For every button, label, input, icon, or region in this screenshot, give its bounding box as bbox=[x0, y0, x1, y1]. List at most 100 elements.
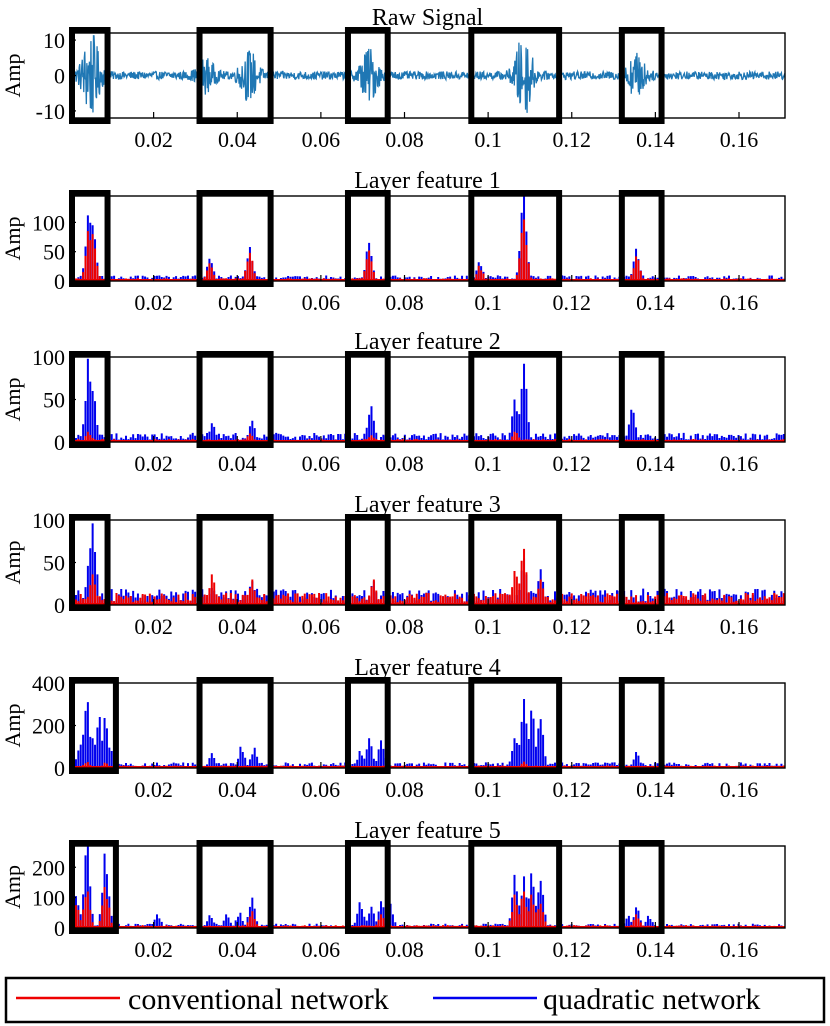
x-tick-label: 0.02 bbox=[134, 777, 173, 802]
y-tick-label: 200 bbox=[32, 714, 65, 739]
x-tick-label: 0.1 bbox=[474, 127, 502, 152]
panel-4: Layer feature 3 Amp 0 50 100 0.02 0.04 0.06 0.08… bbox=[0, 492, 786, 639]
highlight-window bbox=[468, 677, 563, 774]
series-group bbox=[70, 35, 785, 113]
x-tick-label: 0.16 bbox=[720, 127, 759, 152]
highlight-window bbox=[344, 351, 391, 448]
y-axis-label: Amp bbox=[0, 217, 25, 261]
panel-title: Layer feature 1 bbox=[354, 168, 501, 194]
y-tick-label: 0 bbox=[54, 269, 65, 294]
y-tick-label: 50 bbox=[43, 388, 65, 413]
series-bars-conventional-network bbox=[70, 219, 785, 281]
axes-box bbox=[69, 356, 786, 443]
highlight-window bbox=[196, 190, 274, 287]
y-axis-label: Amp bbox=[0, 865, 25, 909]
x-tick-label: 0.08 bbox=[385, 777, 424, 802]
y-tick-label: 0 bbox=[54, 756, 65, 781]
panel-title: Layer feature 3 bbox=[354, 492, 501, 518]
panel-title: Raw Signal bbox=[372, 5, 484, 31]
y-tick-label: 0 bbox=[54, 916, 65, 941]
x-tick-label: 0.12 bbox=[553, 127, 592, 152]
series-bars-quadratic-network bbox=[70, 196, 785, 281]
panel-5: Layer feature 4 Amp 0 200 400 0.02 0.04 0.06 0.0… bbox=[0, 655, 786, 802]
x-tick-label: 0.06 bbox=[302, 614, 341, 639]
x-tick-label: 0.14 bbox=[636, 937, 675, 962]
y-tick-label: 0 bbox=[54, 593, 65, 618]
x-tick-label: 0.16 bbox=[720, 937, 759, 962]
highlight-window bbox=[196, 840, 274, 934]
highlight-window bbox=[69, 27, 111, 124]
x-tick-label: 0.12 bbox=[553, 290, 592, 315]
highlight-window bbox=[69, 190, 111, 287]
x-tick-label: 0.08 bbox=[385, 451, 424, 476]
panel-6: Layer feature 5 Amp 0 100 200 0.02 0.04 0.06 0.0… bbox=[0, 818, 786, 962]
y-tick-label: 10 bbox=[43, 28, 65, 53]
x-tick-label: 0.14 bbox=[636, 127, 675, 152]
x-tick-label: 0.12 bbox=[553, 451, 592, 476]
highlight-window bbox=[618, 677, 665, 774]
series-bars-quadratic-network bbox=[70, 698, 785, 768]
highlight-window bbox=[468, 840, 563, 934]
axes-box bbox=[69, 195, 786, 282]
x-tick-label: 0.06 bbox=[302, 127, 341, 152]
x-tick-label: 0.12 bbox=[553, 937, 592, 962]
panels: Raw Signal Amp -10 0 10 0.02 0.04 0.06 0.08 0.1 0.… bbox=[0, 5, 786, 962]
highlight-window bbox=[344, 27, 391, 124]
x-tick-label: 0.1 bbox=[474, 937, 502, 962]
y-tick-label: 100 bbox=[32, 508, 65, 533]
series-group bbox=[70, 196, 785, 281]
series-group bbox=[70, 358, 785, 442]
x-tick-label: 0.04 bbox=[218, 127, 257, 152]
y-tick-label: 100 bbox=[32, 886, 65, 911]
highlight-window bbox=[196, 514, 274, 611]
y-axis-label: Amp bbox=[0, 378, 25, 422]
y-tick-label: 50 bbox=[43, 240, 65, 265]
x-tick-label: 0.16 bbox=[720, 451, 759, 476]
x-tick-label: 0.12 bbox=[553, 777, 592, 802]
axes-box bbox=[69, 682, 786, 769]
highlight-window bbox=[618, 27, 665, 124]
y-tick-label: -10 bbox=[36, 99, 65, 124]
highlight-window bbox=[344, 840, 391, 934]
x-tick-label: 0.16 bbox=[720, 777, 759, 802]
x-tick-label: 0.02 bbox=[134, 127, 173, 152]
highlight-window bbox=[468, 190, 563, 287]
y-axis-label: Amp bbox=[0, 704, 25, 748]
x-tick-label: 0.06 bbox=[302, 290, 341, 315]
axes-box bbox=[69, 845, 786, 929]
highlight-window bbox=[196, 677, 274, 774]
x-tick-label: 0.14 bbox=[636, 614, 675, 639]
highlight-window bbox=[344, 677, 391, 774]
y-axis-label: Amp bbox=[0, 54, 25, 98]
x-tick-label: 0.08 bbox=[385, 127, 424, 152]
series-group bbox=[70, 698, 785, 768]
legend: conventional network quadratic network bbox=[4, 976, 826, 1024]
panel-title: Layer feature 4 bbox=[354, 655, 501, 681]
y-tick-label: 400 bbox=[32, 671, 65, 696]
highlight-window bbox=[618, 514, 665, 611]
x-tick-label: 0.04 bbox=[218, 937, 257, 962]
y-tick-label: 0 bbox=[54, 430, 65, 455]
x-tick-label: 0.1 bbox=[474, 451, 502, 476]
panel-title: Layer feature 5 bbox=[354, 818, 501, 844]
x-tick-label: 0.1 bbox=[474, 777, 502, 802]
panel-2: Layer feature 1 Amp 0 50 100 0.02 0.04 0.06 0.08… bbox=[0, 168, 786, 315]
series-line-raw-signal bbox=[70, 35, 785, 113]
x-tick-label: 0.04 bbox=[218, 290, 257, 315]
x-tick-label: 0.06 bbox=[302, 451, 341, 476]
panel-title: Layer feature 2 bbox=[354, 329, 501, 355]
x-tick-label: 0.02 bbox=[134, 451, 173, 476]
y-tick-label: 0 bbox=[54, 64, 65, 89]
legend-box bbox=[4, 976, 826, 1024]
highlight-window bbox=[69, 351, 111, 448]
series-group bbox=[70, 523, 785, 605]
highlight-window bbox=[468, 27, 563, 124]
x-tick-label: 0.14 bbox=[636, 451, 675, 476]
highlight-window bbox=[196, 351, 274, 448]
y-tick-label: 50 bbox=[43, 551, 65, 576]
panel-1: Raw Signal Amp -10 0 10 0.02 0.04 0.06 0.08 0.1 0.… bbox=[0, 5, 786, 152]
highlight-window bbox=[69, 514, 111, 611]
legend-label-conventional: conventional network bbox=[128, 983, 389, 1016]
highlight-window bbox=[69, 840, 119, 934]
